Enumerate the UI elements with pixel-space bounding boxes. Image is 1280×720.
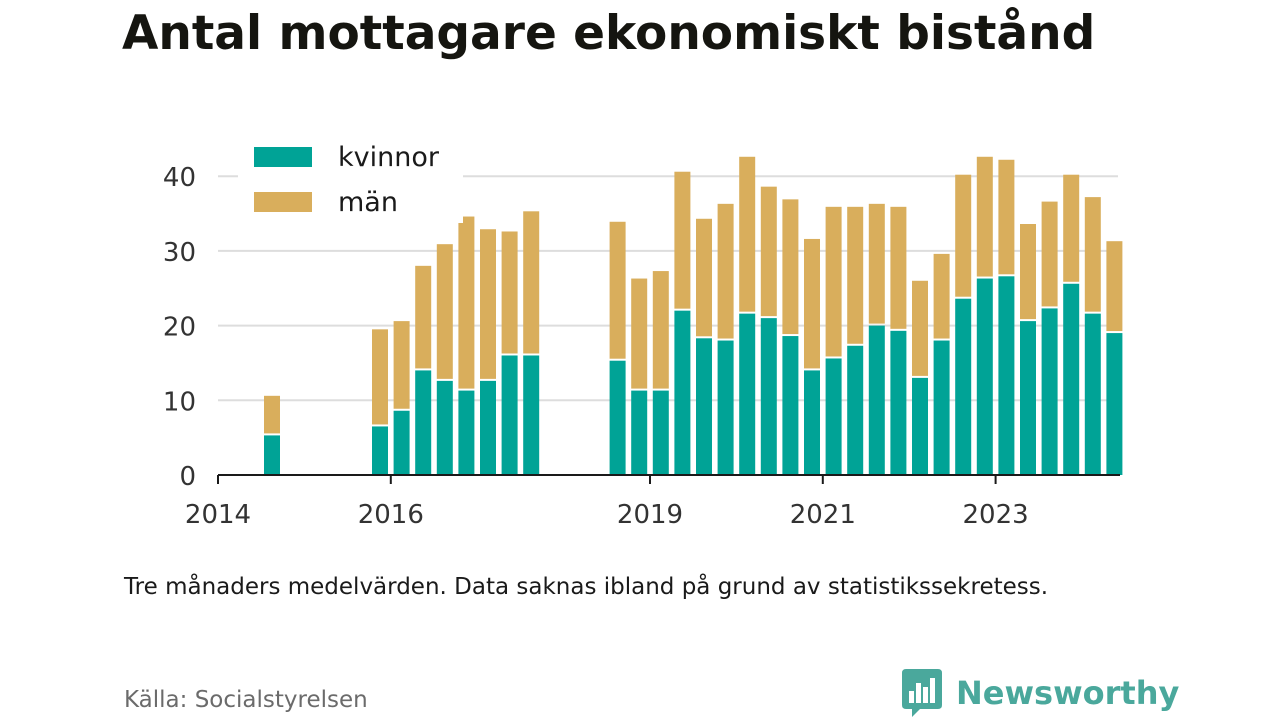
brand[interactable]: Newsworthy [902, 668, 1179, 718]
bar-man [415, 265, 432, 369]
legend-swatch-man [254, 192, 312, 212]
bar-man [1084, 197, 1101, 312]
chart-title: Antal mottagare ekonomiskt bistånd [122, 6, 1096, 61]
chart-note: Tre månaders medelvärden. Data saknas ib… [124, 574, 1049, 600]
bar-man [501, 231, 518, 354]
bar-kvinnor [998, 276, 1015, 475]
bar-man [847, 206, 864, 344]
bar-man [458, 216, 475, 389]
bar-kvinnor [825, 358, 842, 475]
legend-label-kvinnor: kvinnor [338, 142, 440, 173]
bar-man [998, 159, 1015, 275]
bar-kvinnor [372, 426, 388, 475]
x-tick-label: 2016 [358, 500, 424, 530]
bar-kvinnor [393, 410, 410, 475]
bar-man [393, 321, 410, 409]
x-tick-label: 2023 [963, 500, 1029, 530]
y-tick-label: 20 [163, 313, 196, 343]
bar-kvinnor [868, 325, 885, 475]
bar-kvinnor [652, 390, 669, 475]
bars-group [264, 156, 1123, 475]
bar-kvinnor [501, 355, 518, 475]
bar-kvinnor [674, 310, 691, 475]
bar-man [609, 221, 626, 359]
bar-man [1041, 201, 1058, 307]
bar-man [804, 238, 820, 369]
bar-kvinnor [631, 390, 648, 475]
bar-man [890, 206, 907, 329]
bar-kvinnor [976, 278, 993, 475]
bar-kvinnor [912, 377, 928, 475]
bar-kvinnor [933, 340, 950, 475]
bar-kvinnor [415, 370, 432, 475]
bar-man [480, 229, 496, 379]
x-tick-label: 2019 [617, 500, 683, 530]
x-tick-label: 2021 [790, 500, 856, 530]
y-tick-label: 10 [163, 387, 196, 417]
x-tick-label: 2014 [185, 500, 251, 530]
y-tick-label: 30 [163, 238, 196, 268]
bar-man [933, 253, 950, 339]
bar-kvinnor [1063, 283, 1080, 475]
bar-kvinnor [458, 390, 475, 475]
bar-kvinnor [1084, 313, 1101, 475]
bar-kvinnor [1020, 321, 1036, 475]
bar-kvinnor [1041, 308, 1058, 475]
bar-man [739, 156, 756, 312]
bar-kvinnor [955, 298, 972, 475]
newsworthy-logo-icon [902, 669, 942, 717]
y-tick-label: 0 [179, 462, 196, 492]
axes-group: 0 10 20 30 40 2014 2016 2019 2021 2023 [163, 163, 1120, 530]
bar-kvinnor [847, 345, 864, 475]
bar-man [1020, 224, 1036, 320]
bar-man [717, 203, 734, 339]
chart-svg: 0 10 20 30 40 2014 2016 2019 2021 2023 kvinnor män [162, 133, 1123, 530]
bar-man [825, 206, 842, 357]
bar-kvinnor [264, 435, 280, 475]
bar-kvinnor [760, 318, 777, 475]
bar-man [631, 278, 648, 389]
legend-swatch-kvinnor [254, 147, 312, 167]
bar-kvinnor [782, 336, 799, 475]
y-tick-label: 40 [163, 163, 196, 193]
bar-man [652, 271, 669, 389]
bar-man [868, 203, 885, 324]
bar-man [674, 171, 691, 309]
brand-name: Newsworthy [956, 674, 1180, 712]
bar-man [436, 244, 453, 379]
bar-man [523, 211, 540, 354]
bar-kvinnor [717, 340, 734, 475]
bar-kvinnor [804, 370, 820, 475]
bar-man [782, 199, 799, 335]
bar-kvinnor [480, 380, 496, 475]
bar-kvinnor [523, 355, 540, 475]
bar-kvinnor [609, 360, 626, 475]
bar-kvinnor [739, 313, 756, 475]
bar-kvinnor [696, 338, 712, 475]
bar-man [696, 218, 712, 337]
bar-man [1106, 241, 1123, 332]
bar-man [372, 329, 388, 425]
bar-man [955, 174, 972, 297]
legend-label-man: män [338, 187, 398, 218]
bar-man [912, 280, 928, 376]
bar-kvinnor [890, 330, 907, 475]
bar-man [1063, 174, 1080, 282]
source-label: Källa: Socialstyrelsen [124, 687, 368, 713]
bar-man [976, 156, 993, 277]
bar-kvinnor [1106, 333, 1123, 475]
bar-man [264, 395, 280, 434]
bar-man [760, 186, 777, 317]
legend[interactable]: kvinnor män [238, 133, 463, 223]
bar-kvinnor [436, 380, 453, 475]
